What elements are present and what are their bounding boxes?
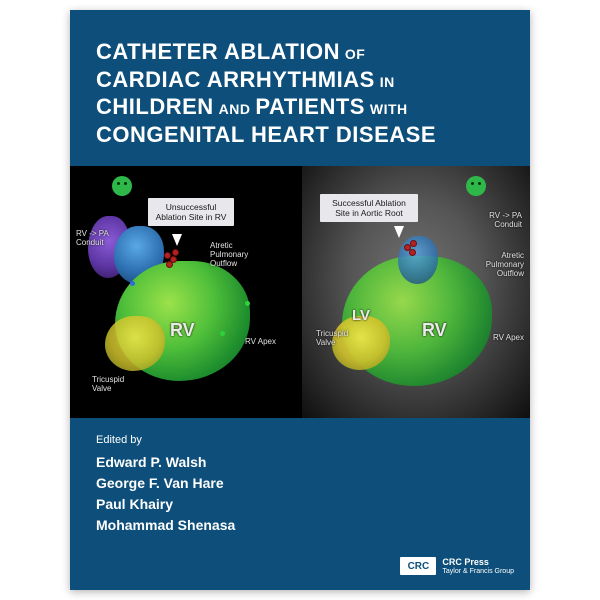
label-apex-r: RV Apex [493,334,524,343]
editor-4: Mohammad Shenasa [96,515,235,536]
label-lv: LV [352,308,370,325]
figure-row: UnsuccessfulAblation Site in RV RV -> PA… [70,166,530,418]
marker-dot [245,301,250,306]
callout-right: Successful AblationSite in Aortic Root [320,194,418,222]
publisher-l1: CRC Press [442,557,514,568]
orientation-icon [112,176,132,196]
marker-dot [220,331,225,336]
title-l1b: OF [345,46,365,62]
marker-dot [130,281,135,286]
title-l3a: CHILDREN [96,94,214,119]
label-rv-r: RV [422,321,447,341]
book-cover: CATHETER ABLATION OF CARDIAC ARRHYTHMIAS… [70,10,530,590]
label-rv: RV [170,321,195,341]
label-tv: TricuspidValve [92,376,124,394]
map3d-left: UnsuccessfulAblation Site in RV RV -> PA… [70,166,298,418]
label-outflow-r: AtreticPulmonaryOutflow [486,252,524,278]
publisher-l2: Taylor & Francis Group [442,568,514,576]
label-tv-r: TricuspidValve [316,330,348,348]
title-l2b: IN [380,74,395,90]
title-line-4: CONGENITAL HEART DISEASE [96,121,504,149]
edited-by-label: Edited by [96,434,235,446]
publisher-block: CRC CRC Press Taylor & Francis Group [400,557,514,576]
label-conduit: RV -> PAConduit [76,230,109,248]
arrow-icon [394,226,404,238]
title-l4: CONGENITAL HEART DISEASE [96,122,436,147]
editor-3: Paul Khairy [96,494,235,515]
panel-left: UnsuccessfulAblation Site in RV RV -> PA… [70,166,298,418]
callout-left-text: UnsuccessfulAblation Site in RV [156,202,227,222]
crc-logo: CRC [400,557,436,575]
title-l1a: CATHETER ABLATION [96,39,340,64]
title-block: CATHETER ABLATION OF CARDIAC ARRHYTHMIAS… [70,10,530,166]
callout-left: UnsuccessfulAblation Site in RV [148,198,234,226]
title-line-3: CHILDREN AND PATIENTS WITH [96,93,504,121]
title-l3c: PATIENTS [255,94,365,119]
editors-block: Edited by Edward P. Walsh George F. Van … [96,434,235,536]
title-l2a: CARDIAC ARRHYTHMIAS [96,67,375,92]
label-apex: RV Apex [245,338,276,347]
label-outflow: AtreticPulmonaryOutflow [210,242,248,268]
editor-2: George F. Van Hare [96,473,235,494]
title-l3d: WITH [370,101,408,117]
map3d-right: Successful AblationSite in Aortic Root R… [302,166,530,418]
title-line-2: CARDIAC ARRHYTHMIAS IN [96,66,504,94]
callout-right-text: Successful AblationSite in Aortic Root [332,198,406,218]
panel-right: Successful AblationSite in Aortic Root R… [302,166,530,418]
title-l3b: AND [219,101,251,117]
editor-1: Edward P. Walsh [96,452,235,473]
orientation-icon [466,176,486,196]
publisher-text: CRC Press Taylor & Francis Group [442,557,514,576]
label-conduit-r: RV -> PAConduit [489,212,522,230]
title-line-1: CATHETER ABLATION OF [96,38,504,66]
arrow-icon [172,234,182,246]
